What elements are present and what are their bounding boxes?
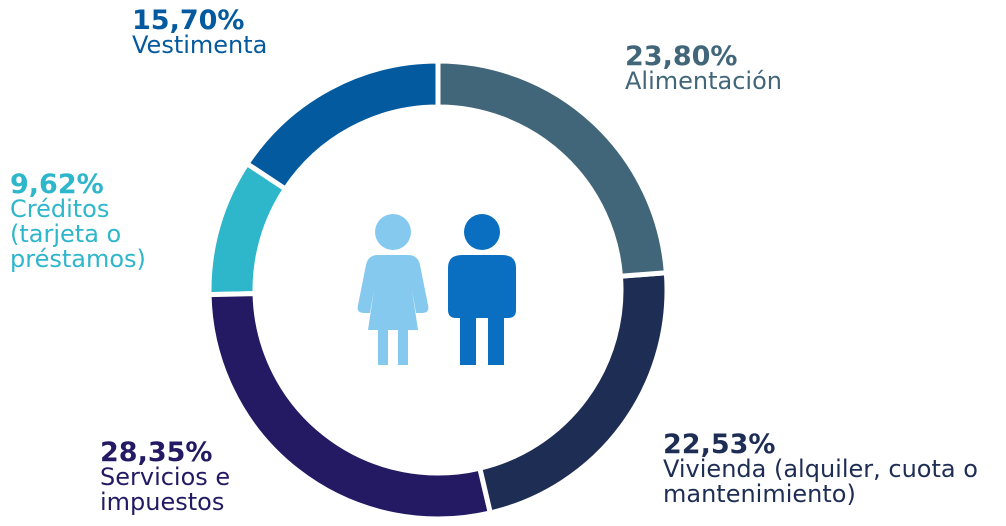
category-label: Vivienda (alquiler, cuota o mantenimient…: [663, 455, 978, 508]
woman-body: [357, 255, 429, 365]
donut-segment: [435, 58, 670, 279]
donut-segment: [206, 160, 289, 298]
percent-label: 15,70%: [132, 5, 245, 36]
percent-label: 9,62%: [10, 169, 104, 200]
donut-segment: [243, 58, 441, 193]
man-body: [448, 255, 516, 365]
category-label: Alimentación: [625, 67, 782, 95]
segment-label: 28,35% Servicios e impuestos: [100, 437, 300, 516]
segment-label: 23,80% Alimentación: [625, 41, 925, 95]
woman-head: [375, 214, 411, 250]
donut-segment: [206, 291, 494, 522]
donut-segment: [476, 270, 670, 516]
percent-label: 28,35%: [100, 437, 213, 468]
percent-label: 23,80%: [625, 41, 738, 72]
category-label: Vestimenta: [132, 31, 268, 59]
people-icon: [357, 214, 516, 365]
segment-label: 15,70% Vestimenta: [132, 5, 332, 59]
category-label: Créditos (tarjeta o préstamos): [10, 195, 146, 273]
category-label: Servicios e impuestos: [100, 463, 231, 516]
segment-label: 22,53% Vivienda (alquiler, cuota o manten…: [663, 429, 1003, 508]
percent-label: 22,53%: [663, 429, 776, 460]
segment-label: 9,62% Créditos (tarjeta o préstamos): [10, 169, 180, 273]
man-head: [464, 214, 500, 250]
